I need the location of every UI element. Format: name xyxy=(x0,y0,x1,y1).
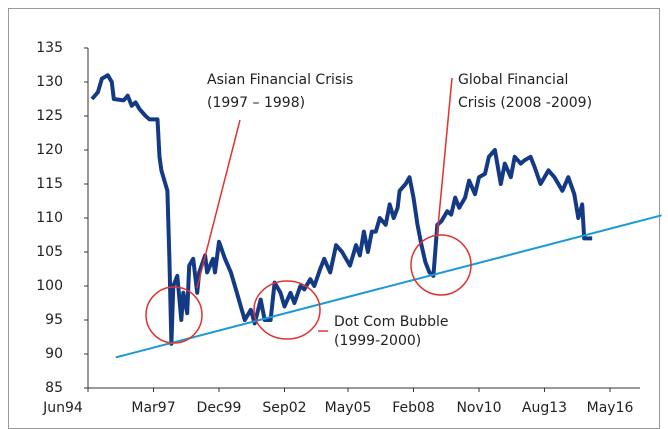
annotation: (1997 – 1998) xyxy=(207,95,305,111)
data-line xyxy=(90,73,593,346)
annotation: Crisis (2008 -2009) xyxy=(458,95,592,111)
y-tick-label: 95 xyxy=(45,312,63,328)
highlight-circle xyxy=(410,234,472,296)
y-tick-label: 130 xyxy=(36,74,63,90)
x-tick-label: Nov10 xyxy=(456,400,501,416)
y-tick-label: 90 xyxy=(45,346,63,362)
x-tick-label: May05 xyxy=(325,400,372,416)
leader-line xyxy=(436,77,453,238)
highlight-circle xyxy=(145,286,203,344)
y-tick-label: 125 xyxy=(36,108,63,124)
x-tick-label: May16 xyxy=(587,400,634,416)
annotation: (1999-2000) xyxy=(334,333,421,349)
x-tick-label: Feb08 xyxy=(392,400,435,416)
x-tick-label: Jun94 xyxy=(42,400,83,416)
x-tick-label: Aug13 xyxy=(522,400,567,416)
annotation: Asian Financial Crisis xyxy=(207,72,353,88)
x-tick-label: Mar97 xyxy=(131,400,175,416)
highlights xyxy=(145,77,472,344)
annotation: Dot Com Bubble xyxy=(334,314,448,330)
annotation: Global Financial xyxy=(458,72,568,88)
y-tick-label: 110 xyxy=(36,210,63,226)
highlight-circle xyxy=(253,280,321,340)
y-tick-label: 115 xyxy=(36,176,63,192)
y-tick-label: 135 xyxy=(36,40,63,56)
y-tick-label: 85 xyxy=(45,380,63,396)
x-tick-label: Sep02 xyxy=(262,400,306,416)
leader-line xyxy=(196,119,241,289)
x-tick-label: Dec99 xyxy=(197,400,242,416)
y-tick-label: 105 xyxy=(36,244,63,260)
y-tick-label: 100 xyxy=(36,278,63,294)
trend-line xyxy=(115,214,662,359)
plot xyxy=(90,73,662,359)
y-tick-label: 120 xyxy=(36,142,63,158)
